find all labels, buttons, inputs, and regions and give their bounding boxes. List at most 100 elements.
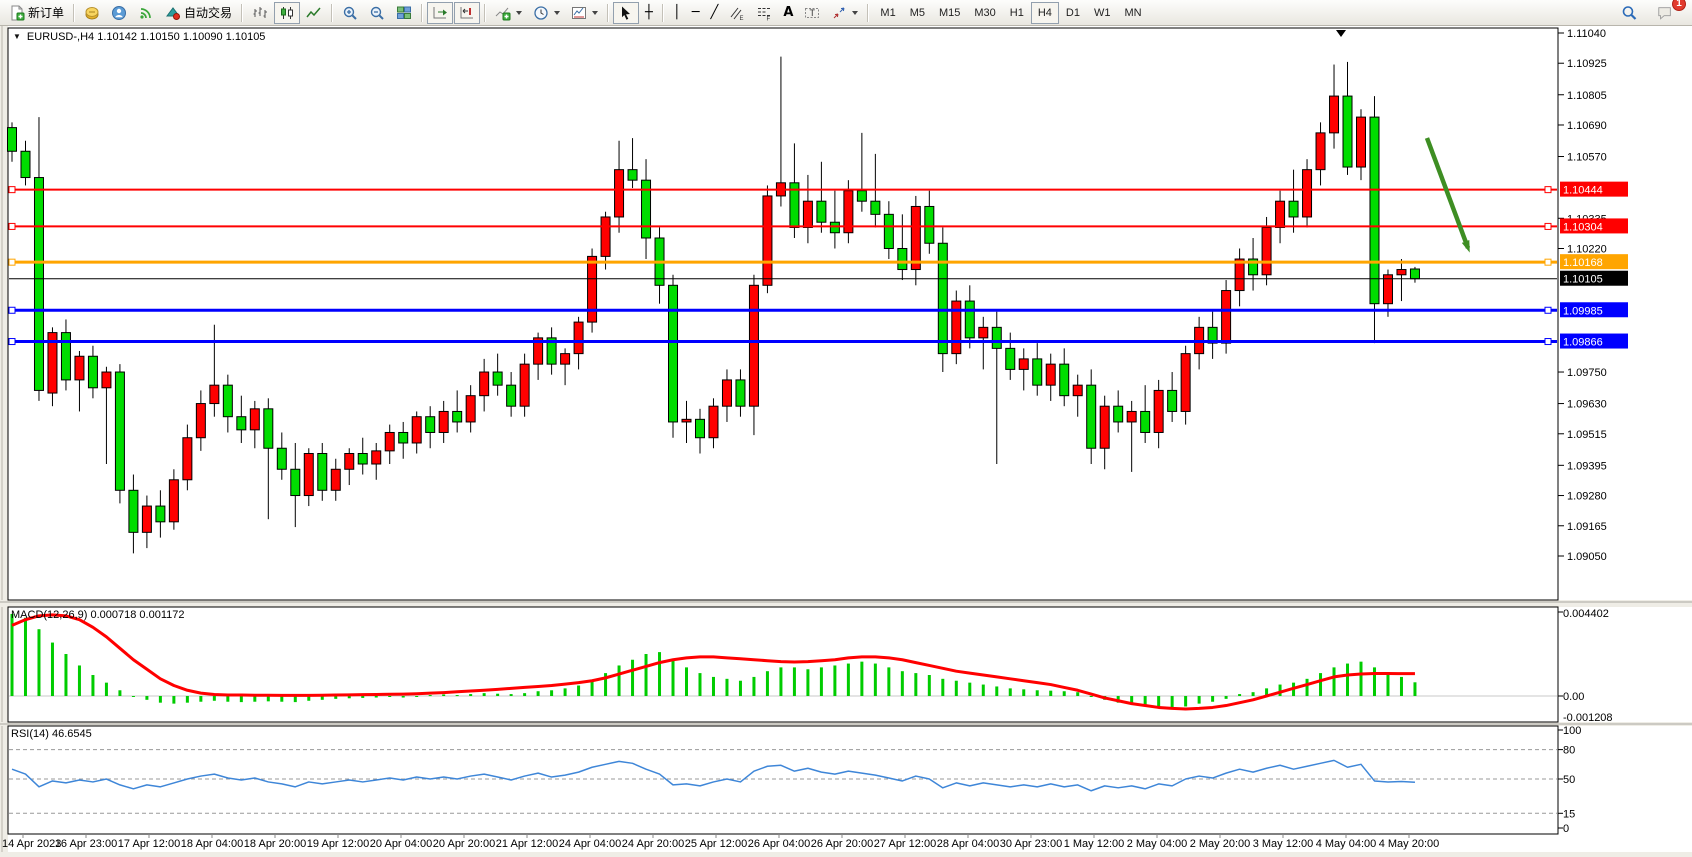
channel-button[interactable]: E [724, 2, 750, 24]
svg-text:28 Apr 04:00: 28 Apr 04:00 [937, 838, 999, 850]
community-icon [111, 5, 127, 21]
line-chart-icon [306, 5, 322, 21]
candlesticks [7, 56, 1420, 554]
svg-text:17 Apr 12:00: 17 Apr 12:00 [118, 838, 180, 850]
toolbar-separator [607, 3, 610, 22]
zoom-in-button[interactable] [337, 2, 363, 24]
chart-title-text: EURUSD-,H4 1.10142 1.10150 1.10090 1.101… [26, 31, 266, 43]
price-tag-1.10105: 1.10105 [1560, 270, 1628, 286]
toolbar-separator [73, 3, 76, 22]
tile-windows-button[interactable] [391, 2, 417, 24]
toolbar-separator [867, 3, 870, 22]
timeframe-W1[interactable]: W1 [1087, 2, 1118, 24]
svg-text:1.09165: 1.09165 [1567, 521, 1607, 533]
svg-text:1.09866: 1.09866 [1563, 337, 1603, 349]
vertical-line-icon: │ [672, 5, 681, 20]
deposit-button[interactable] [79, 2, 105, 24]
svg-text:1.09515: 1.09515 [1567, 429, 1607, 441]
text-label-button[interactable]: T [799, 2, 825, 24]
candlestick-chart-button[interactable] [274, 1, 301, 24]
signal-waves-icon [138, 5, 154, 21]
line-chart-button[interactable] [301, 2, 327, 24]
price-tag-1.10304: 1.10304 [1560, 218, 1628, 234]
chart-title: ▼ EURUSD-,H4 1.10142 1.10150 1.10090 1.1… [13, 31, 265, 43]
indicators-icon [495, 5, 511, 21]
horizontal-line-button[interactable]: ─ [687, 2, 705, 24]
svg-text:15: 15 [1563, 808, 1575, 820]
bar-chart-button[interactable] [247, 2, 273, 24]
search-icon [1621, 5, 1637, 21]
svg-text:24 Apr 20:00: 24 Apr 20:00 [622, 838, 684, 850]
svg-text:0.00: 0.00 [1563, 691, 1584, 703]
timeframe-M30[interactable]: M30 [967, 2, 1002, 24]
templates-button[interactable] [566, 2, 603, 24]
trend-arrow-annotation[interactable] [1424, 137, 1471, 253]
cursor-button[interactable] [613, 1, 640, 24]
svg-text:18 Apr 04:00: 18 Apr 04:00 [181, 838, 243, 850]
horizontal-line-1.09866[interactable] [8, 338, 1557, 346]
candlestick-icon [279, 5, 295, 21]
indicators-button[interactable] [490, 2, 527, 24]
horizontal-line-1.09985[interactable] [8, 306, 1557, 314]
horizontal-line-1.10304[interactable] [8, 222, 1557, 230]
periods-button[interactable] [528, 2, 565, 24]
chat-button[interactable] [1652, 2, 1678, 24]
horizontal-line-1.10168[interactable] [8, 258, 1557, 266]
zoom-out-button[interactable] [364, 2, 390, 24]
svg-text:30 Apr 23:00: 30 Apr 23:00 [1000, 838, 1062, 850]
svg-text:20 Apr 04:00: 20 Apr 04:00 [370, 838, 432, 850]
svg-text:1.10168: 1.10168 [1563, 257, 1603, 269]
fibonacci-icon: F [756, 5, 772, 21]
crosshair-button[interactable]: ┼ [640, 2, 658, 24]
price-tag-1.09985: 1.09985 [1560, 302, 1628, 318]
timeframe-D1[interactable]: D1 [1059, 2, 1087, 24]
svg-text:T: T [810, 8, 816, 18]
svg-text:1.09985: 1.09985 [1563, 305, 1603, 317]
text-button[interactable]: A [778, 2, 798, 24]
toolbar-separator [484, 3, 487, 22]
arrows-button[interactable] [826, 2, 863, 24]
svg-text:1.09630: 1.09630 [1567, 399, 1607, 411]
timeframe-M15[interactable]: M15 [932, 2, 967, 24]
tile-windows-icon [396, 5, 412, 21]
svg-text:1.10304: 1.10304 [1563, 221, 1603, 233]
svg-text:4 May 20:00: 4 May 20:00 [1379, 838, 1440, 850]
svg-text:1.10925: 1.10925 [1567, 58, 1607, 70]
text-tool-icon: A [783, 5, 794, 20]
auto-scroll-button[interactable] [427, 1, 454, 24]
chart-shift-marker[interactable] [1336, 30, 1346, 37]
price-tag-1.10444: 1.10444 [1560, 181, 1628, 197]
svg-text:4 May 04:00: 4 May 04:00 [1316, 838, 1377, 850]
chat-bubble-icon [1657, 5, 1673, 21]
horizontal-line-1.10444[interactable] [8, 186, 1557, 194]
new-order-button[interactable]: 新订单 [4, 2, 69, 24]
trendline-button[interactable]: ╱ [706, 2, 724, 24]
signals-button[interactable] [133, 2, 159, 24]
macd-label: MACD(12,26,9) 0.000718 0.001172 [11, 609, 185, 621]
vertical-line-button[interactable]: │ [668, 2, 686, 24]
collapse-triangle-icon[interactable]: ▼ [13, 32, 21, 41]
svg-text:E: E [740, 16, 744, 21]
svg-text:20 Apr 20:00: 20 Apr 20:00 [433, 838, 495, 850]
fibonacci-button[interactable]: F [751, 2, 777, 24]
chart-shift-button[interactable] [454, 1, 481, 24]
svg-text:14 Apr 2023: 14 Apr 2023 [2, 838, 61, 850]
search-button[interactable] [1616, 2, 1642, 24]
timeframe-M1[interactable]: M1 [873, 2, 902, 24]
timeframe-M5[interactable]: M5 [903, 2, 932, 24]
notification-badge[interactable]: 1 [1672, 0, 1686, 11]
svg-text:1.10570: 1.10570 [1567, 152, 1607, 164]
horizontal-line-icon: ─ [691, 5, 700, 20]
clock-icon [533, 5, 549, 21]
svg-text:1.10444: 1.10444 [1563, 185, 1603, 197]
auto-trading-button[interactable]: 自动交易 [160, 2, 237, 24]
price-tag-1.09866: 1.09866 [1560, 333, 1628, 349]
svg-text:F: F [767, 16, 771, 21]
svg-text:26 Apr 04:00: 26 Apr 04:00 [748, 838, 810, 850]
community-button[interactable] [106, 2, 132, 24]
timeframe-H1[interactable]: H1 [1003, 2, 1031, 24]
toolbar-separator [331, 3, 334, 22]
timeframe-H4[interactable]: H4 [1030, 1, 1059, 24]
timeframe-MN[interactable]: MN [1117, 2, 1148, 24]
